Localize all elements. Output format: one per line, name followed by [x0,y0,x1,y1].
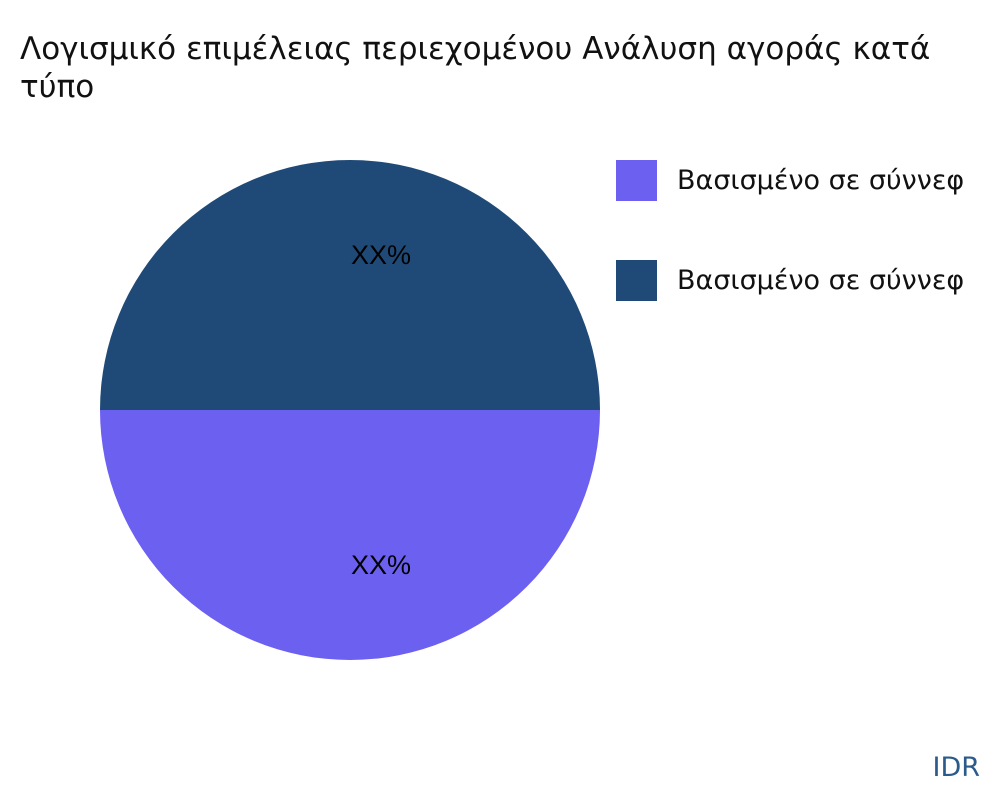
legend-item: Βασισμένο σε σύννεφ [616,159,964,201]
legend-swatch [616,159,657,201]
pie-slice [100,160,600,410]
legend-label: Βασισμένο σε σύννεφ [677,264,965,296]
legend-item: Βασισμένο σε σύννεφ [616,259,964,301]
brand-logo: IDR [932,752,980,783]
legend-label: Βασισμένο σε σύννεφ [677,164,965,196]
slice-data-label: XX% [351,240,411,270]
chart-title: Λογισμικό επιμέλειας περιεχομένου Ανάλυσ… [20,31,931,105]
slice-data-label: XX% [351,550,411,580]
pie-slice [100,410,600,660]
legend-swatch [616,259,657,301]
